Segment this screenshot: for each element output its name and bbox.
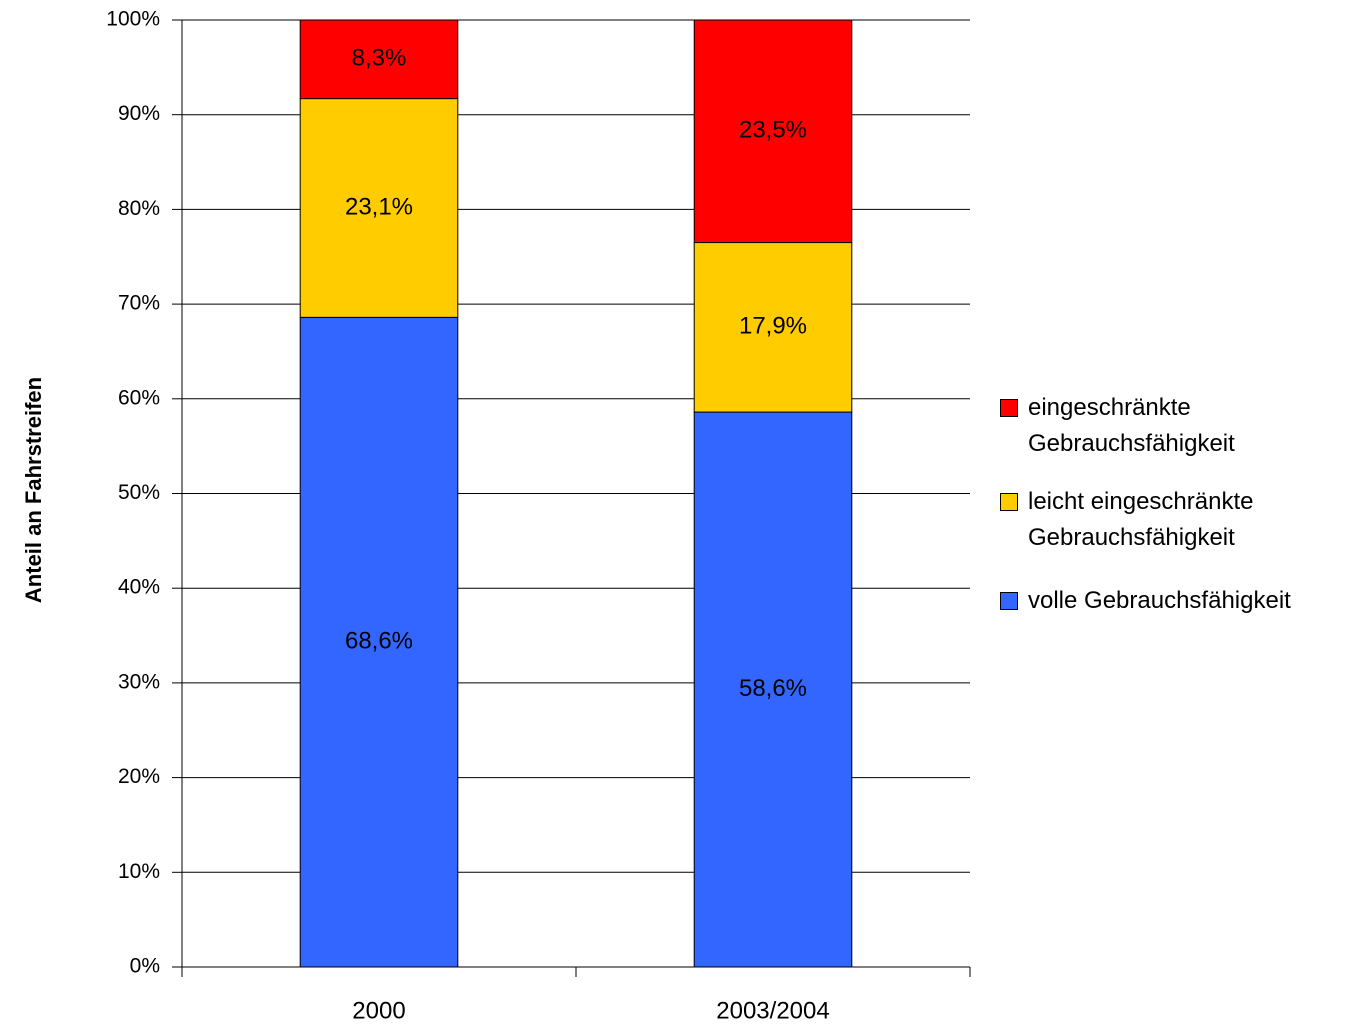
legend-item: eingeschränkte Gebrauchsfähigkeit bbox=[1000, 390, 1360, 462]
bar-segment bbox=[299, 19, 459, 100]
y-tick-label: 20% bbox=[118, 765, 160, 788]
legend-item: volle Gebrauchsfähigkeit bbox=[1000, 583, 1360, 619]
legend-swatch bbox=[1000, 493, 1018, 511]
y-tick-label: 40% bbox=[118, 576, 160, 599]
y-tick-label: 70% bbox=[118, 292, 160, 315]
y-tick-label: 10% bbox=[118, 860, 160, 883]
bar-segment bbox=[299, 98, 459, 318]
y-tick-label: 60% bbox=[118, 386, 160, 409]
y-axis-label: Anteil an Fahrstreifen bbox=[21, 377, 46, 603]
y-tick-label: 100% bbox=[106, 8, 160, 31]
legend-label: eingeschränkte Gebrauchsfähigkeit bbox=[1028, 394, 1235, 457]
legend-swatch bbox=[1000, 399, 1018, 417]
legend-item: leicht eingeschränkte Gebrauchsfähigkeit bbox=[1000, 484, 1360, 556]
y-tick-label: 0% bbox=[130, 955, 160, 978]
data-label: 23,5% bbox=[739, 117, 807, 144]
y-tick-label: 80% bbox=[118, 197, 160, 220]
data-label: 68,6% bbox=[345, 628, 413, 655]
legend-label: volle Gebrauchsfähigkeit bbox=[1028, 587, 1291, 614]
legend-swatch bbox=[1000, 592, 1018, 610]
data-label: 23,1% bbox=[345, 193, 413, 220]
data-label: 8,3% bbox=[352, 45, 407, 72]
bar-segment bbox=[299, 316, 459, 968]
x-tick-label: 2000 bbox=[352, 997, 405, 1024]
y-tick-label: 90% bbox=[118, 102, 160, 125]
y-tick-label: 50% bbox=[118, 481, 160, 504]
data-label: 17,9% bbox=[739, 313, 807, 340]
y-tick-label: 30% bbox=[118, 670, 160, 693]
legend-label: leicht eingeschränkte Gebrauchsfähigkeit bbox=[1028, 488, 1254, 551]
data-label: 58,6% bbox=[739, 675, 807, 702]
bar-segment bbox=[693, 19, 853, 244]
bar-segment bbox=[693, 411, 853, 968]
x-tick-label: 2003/2004 bbox=[716, 997, 829, 1024]
bar-segment bbox=[693, 242, 853, 413]
